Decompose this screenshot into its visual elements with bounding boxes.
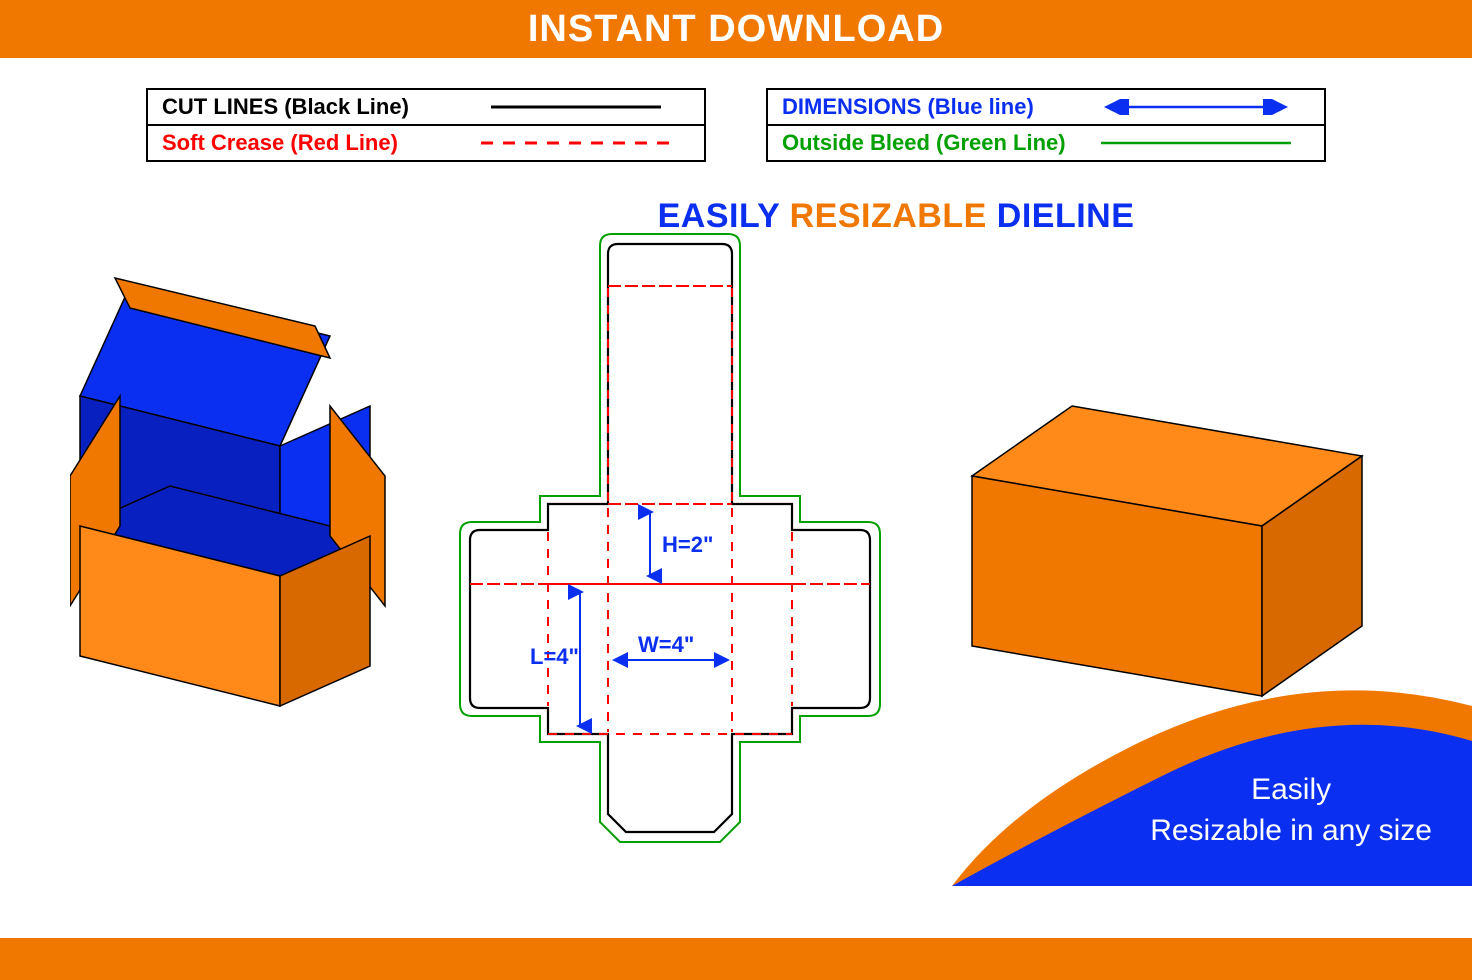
- legend-left: CUT LINES (Black Line) Soft Crease (Red …: [146, 88, 706, 162]
- legend: CUT LINES (Black Line) Soft Crease (Red …: [0, 88, 1472, 162]
- legend-soft-crease-label: Soft Crease (Red Line): [162, 130, 462, 156]
- legend-soft-crease: Soft Crease (Red Line): [148, 124, 704, 160]
- legend-cut-lines: CUT LINES (Black Line): [148, 90, 704, 124]
- open-box-3d: [70, 276, 390, 756]
- footer-bar: [0, 938, 1472, 980]
- tagline-w3: DIELINE: [997, 197, 1135, 235]
- dieline-diagram: H=2" L=4" W=4": [430, 216, 910, 896]
- legend-right: DIMENSIONS (Blue line) Outside Bleed (Gr…: [766, 88, 1326, 162]
- dim-length: L=4": [530, 644, 579, 669]
- header-bar: INSTANT DOWNLOAD: [0, 0, 1472, 58]
- swoosh-text: Easily Resizable in any size: [1150, 770, 1432, 851]
- legend-outside-bleed-label: Outside Bleed (Green Line): [782, 130, 1082, 156]
- swoosh-line2: Resizable in any size: [1150, 811, 1432, 852]
- legend-outside-bleed-sample: [1082, 137, 1310, 149]
- header-title: INSTANT DOWNLOAD: [528, 8, 944, 51]
- legend-soft-crease-sample: [462, 137, 690, 149]
- dim-width: W=4": [638, 632, 694, 657]
- legend-cut-lines-sample: [462, 101, 690, 113]
- legend-dimensions: DIMENSIONS (Blue line): [768, 90, 1324, 124]
- dim-height: H=2": [662, 532, 713, 557]
- legend-dimensions-sample: [1082, 99, 1310, 115]
- legend-dimensions-label: DIMENSIONS (Blue line): [782, 94, 1082, 120]
- closed-box-3d: [962, 396, 1382, 716]
- legend-cut-lines-label: CUT LINES (Black Line): [162, 94, 462, 120]
- swoosh-line1: Easily: [1150, 770, 1432, 811]
- main-area: H=2" L=4" W=4" Easily Resizable in any s…: [0, 236, 1472, 916]
- swoosh-banner: Easily Resizable in any size: [952, 686, 1472, 886]
- legend-outside-bleed: Outside Bleed (Green Line): [768, 124, 1324, 160]
